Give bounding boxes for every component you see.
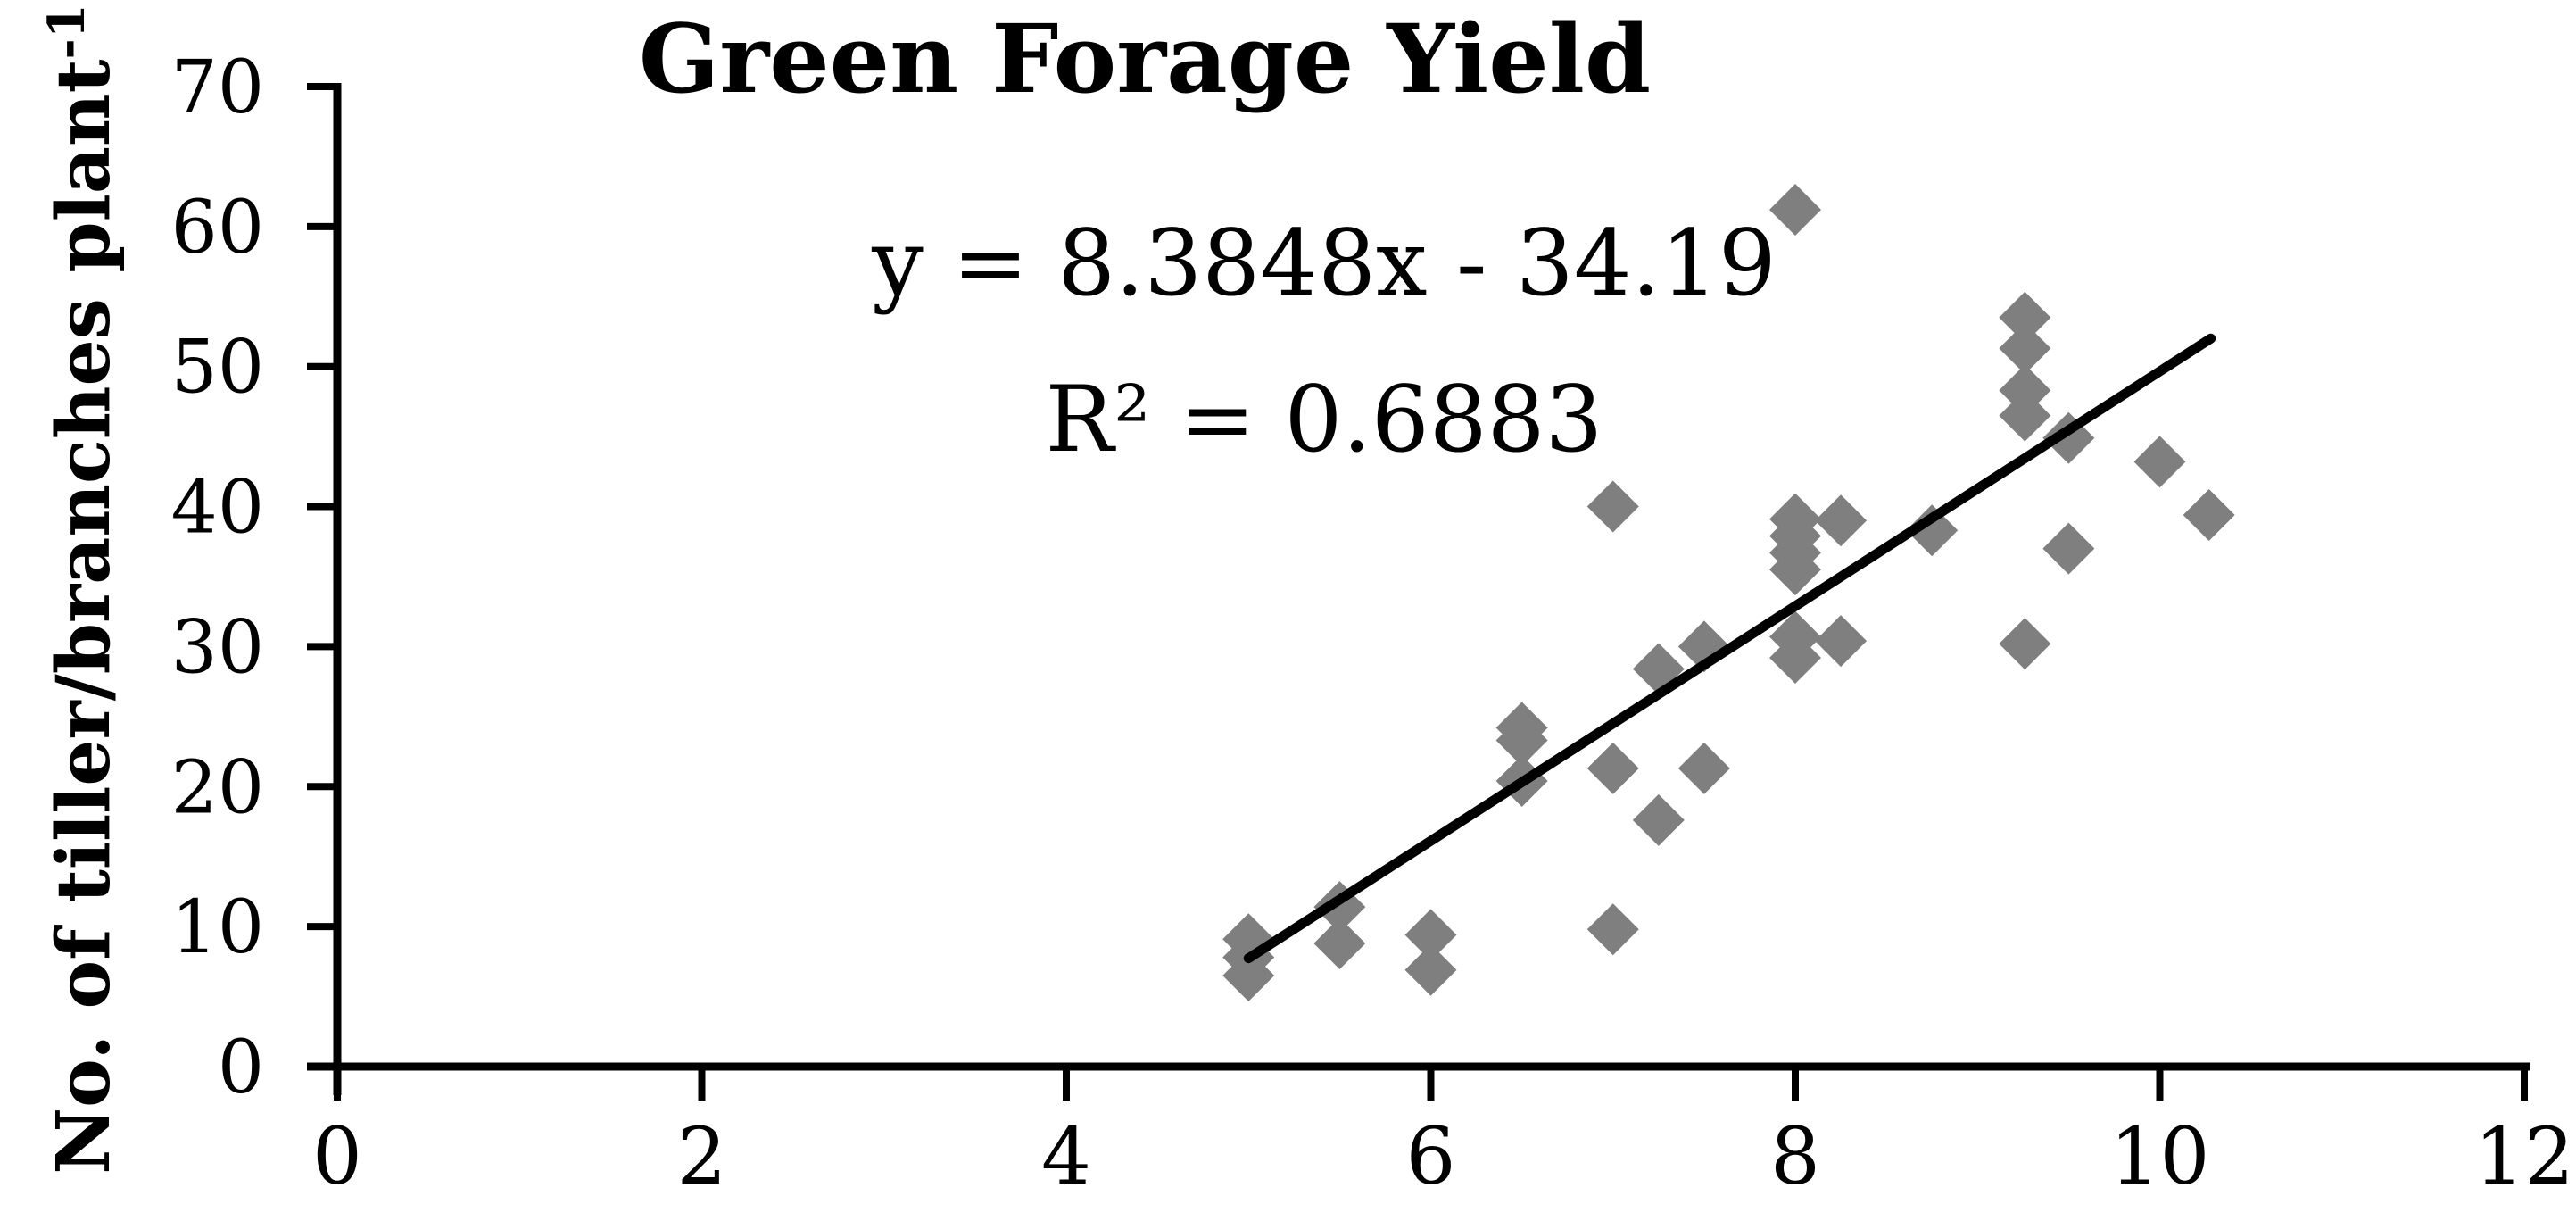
data-point-diamond — [1677, 742, 1730, 794]
y-tick-label: 50 — [171, 326, 264, 411]
data-point-diamond — [1586, 903, 1639, 956]
data-point-diamond — [2183, 488, 2235, 541]
y-axis-title: No. of tiller/branches plant-1 — [37, 4, 127, 1175]
data-point-diamond — [1313, 917, 1366, 969]
y-tick-label: 0 — [218, 1026, 264, 1110]
data-point-diamond — [1999, 322, 2051, 375]
chart-title: Green Forage Yield — [639, 3, 1651, 114]
data-point-diamond — [1404, 943, 1457, 996]
x-tick-label: 2 — [677, 1110, 727, 1202]
x-tick-label: 6 — [1406, 1110, 1456, 1202]
y-axis-title-main: No. of tiller/branches plant — [41, 59, 127, 1174]
data-point-diamond — [1999, 389, 2051, 442]
data-point-diamond — [2133, 436, 2186, 488]
trendline-equation-label: y = 8.3848x - 34.19 — [871, 211, 1777, 317]
r-squared-label: R² = 0.6883 — [1046, 367, 1603, 473]
data-point-diamond — [1769, 631, 1821, 684]
data-point-diamond — [1815, 494, 1868, 547]
y-tick-label: 10 — [171, 885, 264, 970]
data-point-diamond — [1222, 950, 1275, 1002]
trendline — [1243, 333, 2216, 964]
x-tick-label: 0 — [312, 1110, 362, 1202]
data-point-diamond — [1906, 504, 1959, 557]
data-point-diamond — [2042, 522, 2095, 575]
axes: 0 2 4 6 8 10 12 0 10 20 30 40 50 60 70 — [171, 46, 2574, 1202]
data-point-diamond — [1404, 909, 1457, 961]
y-axis-title-superscript: -1 — [37, 4, 96, 59]
data-point-diamond — [1586, 480, 1639, 533]
x-tick-label: 4 — [1041, 1110, 1091, 1202]
y-tick-label: 30 — [171, 605, 264, 690]
data-point-diamond — [1495, 714, 1548, 767]
y-tick-label: 70 — [171, 46, 264, 130]
x-tick-label: 8 — [1770, 1110, 1820, 1202]
data-point-diamond — [1999, 618, 2051, 670]
data-point-diamond — [1999, 291, 2051, 344]
data-point-diamond — [1769, 184, 1821, 237]
y-tick-label: 60 — [171, 186, 264, 270]
y-tick-label: 40 — [171, 466, 264, 551]
y-tick-label: 20 — [171, 745, 264, 830]
data-point-diamond — [1815, 615, 1868, 668]
data-point-diamond — [1632, 793, 1685, 846]
x-tick-label: 12 — [2474, 1110, 2574, 1202]
data-point-diamond — [1586, 742, 1639, 794]
trendline-segment — [1243, 333, 2216, 964]
data-point-diamond — [1769, 544, 1821, 596]
data-points — [1222, 184, 2235, 1002]
x-tick-label: 10 — [2110, 1110, 2210, 1202]
